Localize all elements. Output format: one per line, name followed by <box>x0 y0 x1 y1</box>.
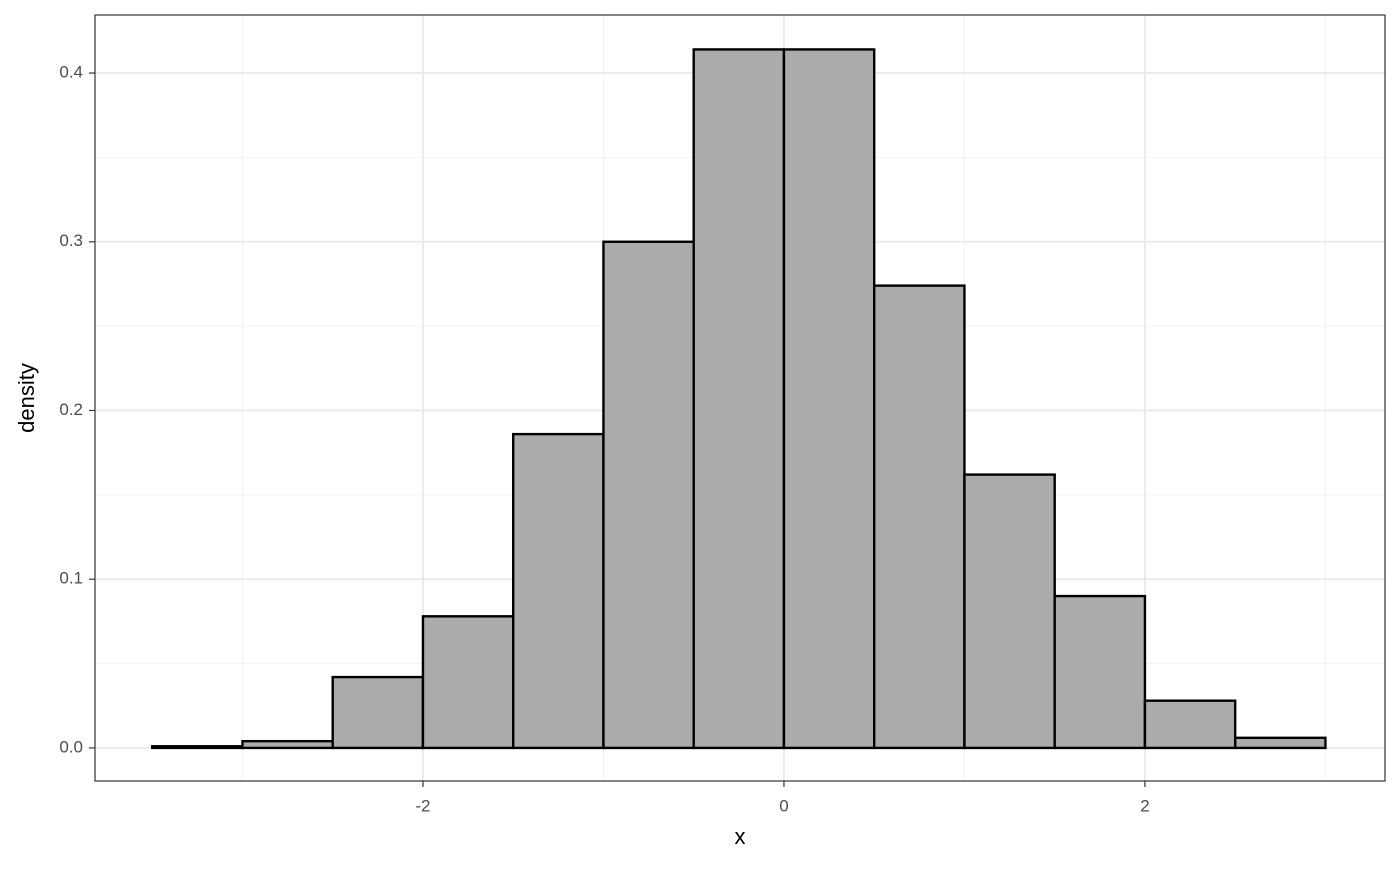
bar <box>963 473 1056 750</box>
bar <box>421 615 515 750</box>
y-axis-title: density <box>14 363 39 433</box>
x-tick-label: 0 <box>779 796 788 815</box>
y-tick-label: 0.2 <box>59 400 83 419</box>
bar <box>331 675 425 750</box>
y-tick-label: 0.4 <box>59 63 83 82</box>
x-tick-label: 2 <box>1140 796 1149 815</box>
bar <box>1143 699 1237 750</box>
y-tick-label: 0.3 <box>59 231 83 250</box>
bar <box>1233 736 1327 750</box>
bar <box>151 745 244 750</box>
x-axis-title: x <box>735 824 746 849</box>
bar <box>512 432 605 750</box>
bars <box>151 48 1327 750</box>
panel-border <box>94 14 1386 782</box>
bar <box>241 739 334 750</box>
bar <box>872 284 966 750</box>
x-tick-label: -2 <box>415 796 430 815</box>
y-tick-label: 0.1 <box>59 569 83 588</box>
bar <box>692 48 786 750</box>
bar <box>782 48 876 750</box>
bar <box>1053 594 1147 750</box>
y-tick-label: 0.0 <box>59 737 83 756</box>
bar <box>602 240 695 750</box>
